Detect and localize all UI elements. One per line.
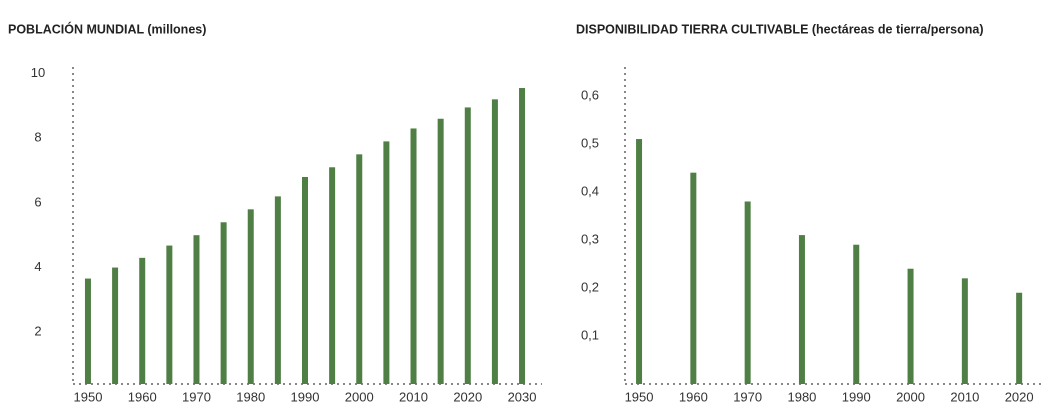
bar <box>410 128 417 384</box>
y-tick-label: 0,1 <box>581 327 599 342</box>
y-tick-label: 0,4 <box>581 183 599 198</box>
x-tick-label: 2000 <box>345 389 374 404</box>
x-tick-label: 1980 <box>787 389 816 404</box>
bar <box>907 268 914 384</box>
bar <box>84 278 91 384</box>
x-tick-label: 1970 <box>733 389 762 404</box>
x-tick-label: 2010 <box>950 389 979 404</box>
x-tick-label: 1990 <box>291 389 320 404</box>
bar <box>220 222 227 384</box>
bar <box>193 235 200 384</box>
chart-title: DISPONIBILIDAD TIERRA CULTIVABLE (hectár… <box>576 22 983 36</box>
bar <box>139 257 146 384</box>
bar <box>329 167 336 384</box>
bar <box>437 118 444 385</box>
bar <box>247 209 254 384</box>
y-tick-label: 10 <box>31 65 45 80</box>
x-tick-label: 2030 <box>508 389 537 404</box>
y-tick-label: 2 <box>34 324 41 339</box>
bar <box>690 172 697 384</box>
x-tick-label: 2020 <box>1005 389 1034 404</box>
bar <box>961 278 968 384</box>
y-tick-label: 0,6 <box>581 87 599 102</box>
bar <box>356 154 363 384</box>
x-tick-label: 2020 <box>453 389 482 404</box>
bar <box>798 235 805 384</box>
y-tick-label: 0,5 <box>581 135 599 150</box>
x-tick-label: 1980 <box>236 389 265 404</box>
y-tick-label: 8 <box>34 130 41 145</box>
bar <box>519 88 526 384</box>
bar <box>853 244 860 384</box>
bar <box>491 99 498 385</box>
bar <box>744 201 751 384</box>
y-tick-label: 0,2 <box>581 279 599 294</box>
y-tick-label: 6 <box>34 194 41 209</box>
bar <box>464 107 471 385</box>
x-tick-label: 1950 <box>74 389 103 404</box>
chart-title: POBLACIÓN MUNDIAL (millones) <box>8 21 206 36</box>
bar <box>302 176 308 384</box>
bar <box>274 196 281 384</box>
x-tick-label: 1960 <box>128 389 157 404</box>
bar <box>636 139 643 384</box>
bar <box>383 141 390 384</box>
x-tick-label: 2010 <box>399 389 428 404</box>
x-tick-label: 2000 <box>896 389 925 404</box>
x-tick-label: 1970 <box>182 389 211 404</box>
bar <box>166 245 173 384</box>
bar <box>112 267 119 384</box>
x-tick-label: 1990 <box>842 389 871 404</box>
y-tick-label: 4 <box>34 259 41 274</box>
x-tick-label: 1960 <box>679 389 708 404</box>
bar <box>1016 292 1023 384</box>
y-tick-label: 0,3 <box>581 231 599 246</box>
x-tick-label: 1950 <box>625 389 654 404</box>
